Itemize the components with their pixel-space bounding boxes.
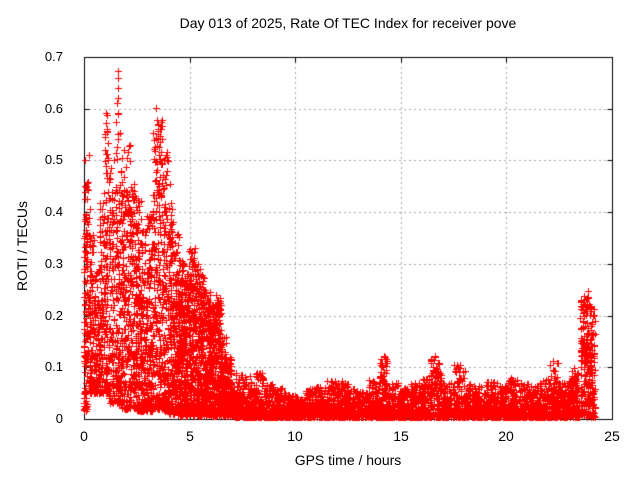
x-axis-label: GPS time / hours [294,452,402,468]
y-tick-label: 0.4 [44,204,63,219]
x-tick-label: 0 [80,428,88,444]
y-tick-label: 0.1 [44,359,63,374]
y-tick-label: 0.2 [44,308,63,323]
y-tick-label: 0.6 [44,101,63,116]
x-tick-label: 5 [186,428,194,444]
y-tick-label: 0.3 [44,256,63,271]
x-tick-label: 20 [498,428,514,444]
y-axis-label: ROTI / TECUs [14,201,30,291]
y-tick-label: 0 [55,411,63,426]
x-tick-label: 10 [287,428,303,444]
x-tick-label: 25 [604,428,620,444]
chart-title: Day 013 of 2025, Rate Of TEC Index for r… [179,15,517,31]
y-tick-label: 0.5 [44,152,63,167]
y-tick-label: 0.7 [44,49,63,64]
x-tick-label: 15 [393,428,409,444]
